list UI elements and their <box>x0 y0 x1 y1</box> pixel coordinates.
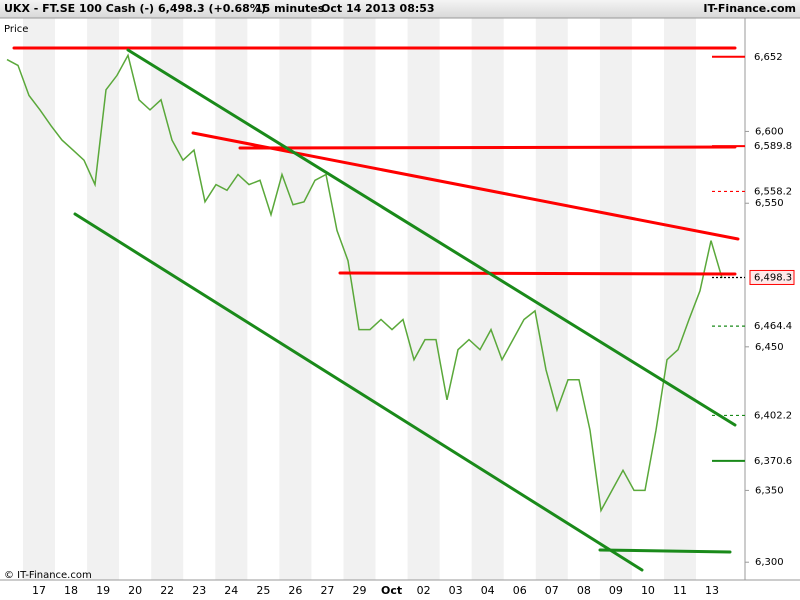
x-tick-label: 20 <box>128 584 142 597</box>
level-label: 6,402.2 <box>754 410 792 421</box>
level-label: 6,558.2 <box>754 186 792 197</box>
price-line <box>6 53 723 513</box>
day-band <box>407 18 440 580</box>
x-tick-label: 09 <box>609 584 623 597</box>
day-band <box>23 18 55 580</box>
x-tick-label: 11 <box>673 584 687 597</box>
x-tick-label: 07 <box>545 584 559 597</box>
y-tick-label: 6,300 <box>755 557 784 568</box>
x-tick-label: 26 <box>288 584 302 597</box>
x-tick-label: 08 <box>577 584 591 597</box>
day-band <box>535 18 568 580</box>
level-label: 6,370.6 <box>754 456 792 467</box>
day-band <box>664 18 696 580</box>
day-band <box>599 18 632 580</box>
interval: 15 minutes <box>255 2 325 15</box>
level-box <box>749 269 795 285</box>
level-box <box>750 184 794 199</box>
x-tick-label: 27 <box>320 584 334 597</box>
trend-line <box>191 131 740 241</box>
header-bar <box>0 0 800 18</box>
x-tick-label: Oct <box>381 584 402 597</box>
x-tick-label: 10 <box>641 584 655 597</box>
level-label: 6,652 <box>754 52 783 63</box>
day-bands <box>23 18 696 580</box>
timestamp: Oct 14 2013 08:53 <box>321 2 435 15</box>
trend-line <box>238 145 737 150</box>
trend-lines <box>12 46 740 572</box>
x-tick-label: 24 <box>224 584 238 597</box>
x-tick-label: 13 <box>705 584 719 597</box>
y-tick-label: 6,600 <box>755 126 784 137</box>
y-axis-label: Price <box>4 24 28 35</box>
plot <box>6 53 723 513</box>
y-tick-label: 6,350 <box>755 485 784 496</box>
y-tick-label: 6,450 <box>755 342 784 353</box>
level-box <box>750 49 794 64</box>
level-label: 6,498.3 <box>754 272 792 283</box>
x-tick-label: 03 <box>449 584 463 597</box>
trend-line <box>338 271 737 276</box>
level-label: 6,464.4 <box>754 321 792 332</box>
trend-line <box>126 48 737 427</box>
x-tick-label: 04 <box>481 584 495 597</box>
x-tick-label: 18 <box>64 584 78 597</box>
x-tick-label: 23 <box>192 584 206 597</box>
x-tick-label: 19 <box>96 584 110 597</box>
x-tick-label: 29 <box>353 584 367 597</box>
day-band <box>87 18 120 580</box>
day-band <box>151 18 184 580</box>
symbol: UKX - FT.SE 100 Cash (-) <box>4 2 154 15</box>
trend-line <box>73 212 644 572</box>
level-box <box>750 453 794 468</box>
footer: © IT-Finance.com <box>4 570 92 581</box>
brand: IT-Finance.com <box>703 2 796 15</box>
x-tick-label: 02 <box>417 584 431 597</box>
level-box <box>750 408 794 423</box>
level-label: 6,589.8 <box>754 141 792 152</box>
day-band <box>471 18 504 580</box>
x-tick-label: 22 <box>160 584 174 597</box>
day-band <box>215 18 248 580</box>
quote: 6,498.3 (+0.68%) <box>158 2 266 15</box>
trend-line <box>598 548 732 554</box>
y-tick-label: 6,550 <box>755 198 784 209</box>
level-box <box>750 319 794 334</box>
x-tick-label: 06 <box>513 584 527 597</box>
x-tick-label: 17 <box>32 584 46 597</box>
x-tick-label: 25 <box>256 584 270 597</box>
day-band <box>343 18 376 580</box>
day-band <box>279 18 312 580</box>
level-box <box>750 139 794 154</box>
